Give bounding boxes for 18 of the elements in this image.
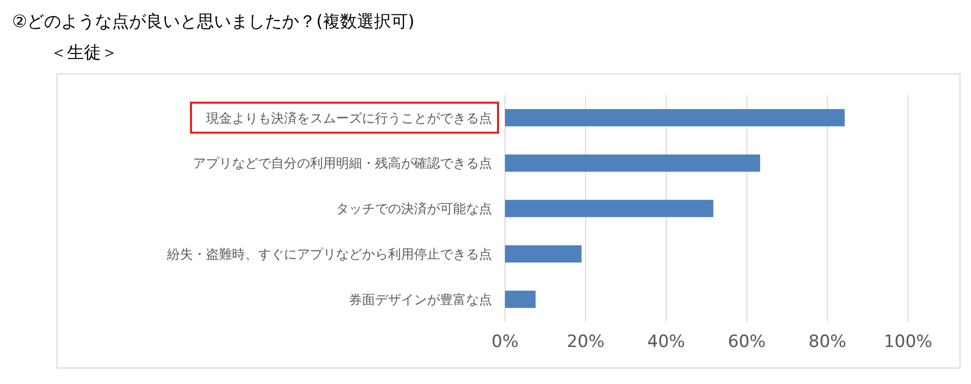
text: ＜生徒＞ [50, 43, 118, 63]
bar [505, 200, 714, 218]
x-tick-label: 80% [808, 332, 846, 352]
bar [505, 154, 760, 172]
x-tick-label: 0% [492, 332, 518, 352]
y-tick-label: 現金よりも決済をスムーズに行うことができる点 [206, 110, 492, 126]
x-tick-label: 20% [566, 332, 604, 352]
x-tick-label: 60% [728, 332, 766, 352]
x-tick-label: 40% [647, 332, 686, 352]
y-tick-label: 紛失・盗難時、すぐにアプリなどから利用停止できる点 [166, 247, 492, 262]
text: ②どのような点が良いと思いましたか？(複数選択可) [12, 12, 415, 32]
bar [505, 245, 582, 263]
y-tick-label: 券面デザインが豊富な点 [349, 292, 492, 308]
bar [505, 109, 845, 126]
y-tick-label: アプリなどで自分の利用明細・残高が確認できる点 [193, 156, 492, 172]
y-tick-label: タッチでの決済が可能な点 [336, 201, 492, 218]
x-tick-label: 100% [884, 332, 932, 352]
bar [505, 290, 536, 308]
